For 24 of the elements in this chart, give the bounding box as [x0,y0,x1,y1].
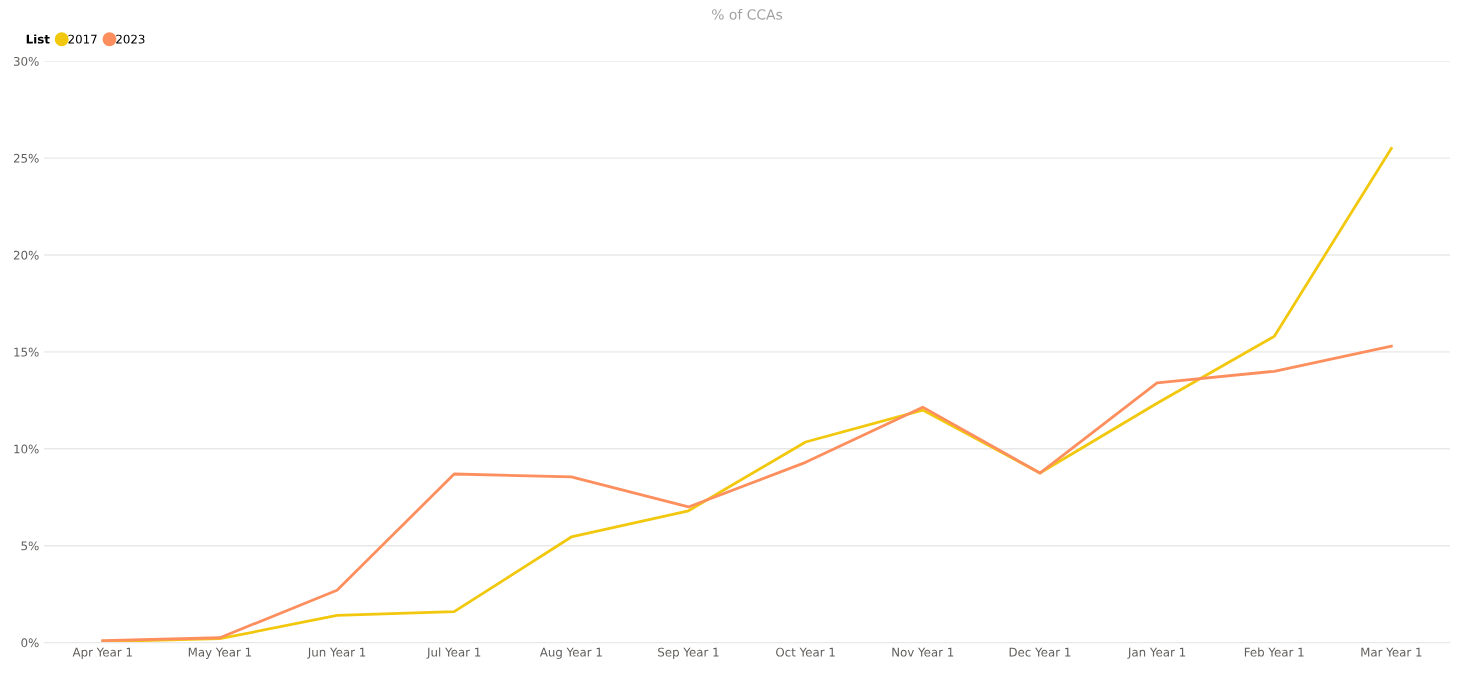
y-tick-label: 15% [14,347,39,357]
y-tick-label: 0% [21,638,39,648]
x-tick-label: Dec Year 1 [1009,647,1071,657]
y-tick-label: 20% [13,250,39,260]
y-tick-label: 30% [13,56,39,66]
x-tick-label: Jul Year 1 [426,647,481,659]
x-tick-label: Mar Year 1 [1361,647,1422,657]
x-tick-label: Jan Year 1 [1127,647,1186,659]
x-tick-label: Sep Year 1 [658,647,719,659]
x-tick-label: May Year 1 [188,647,251,659]
chart-title: % of CCAs [712,8,783,20]
y-tick-label: 10% [14,444,39,454]
x-tick-label: Nov Year 1 [892,647,954,657]
x-tick-label: Aug Year 1 [539,647,602,659]
line-series [101,344,1393,643]
legend-label: 2023 [116,34,145,44]
y-tick-label: 25% [13,153,39,163]
y-tick-label: 5% [21,541,39,551]
legend-label: 2017 [68,34,97,44]
x-tick-label: Feb Year 1 [1244,647,1304,657]
x-tick-label: Apr Year 1 [72,647,132,659]
x-tick-label: Jun Year 1 [307,647,366,659]
x-tick-label: Oct Year 1 [776,647,835,657]
legend-title: List [26,34,50,44]
